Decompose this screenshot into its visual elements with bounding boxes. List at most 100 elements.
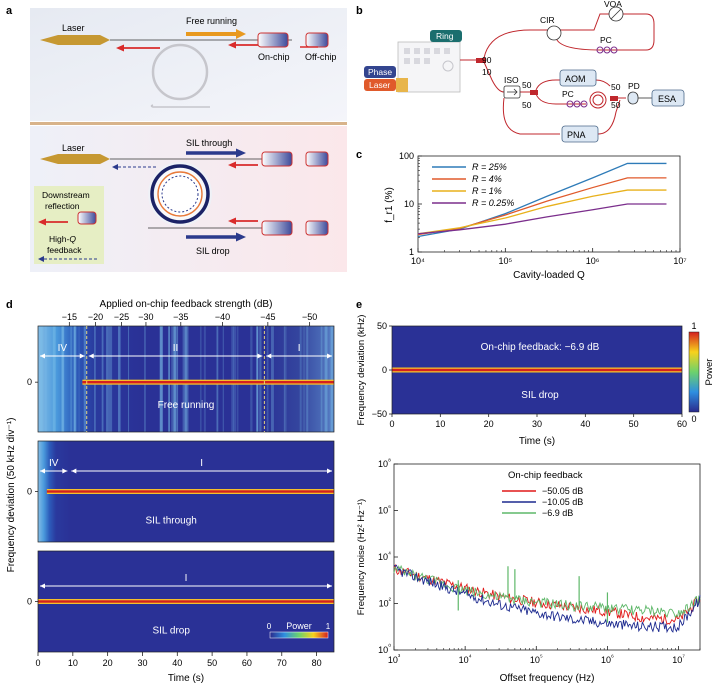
panel-label-d: d <box>6 299 13 311</box>
laser-label: Laser <box>62 23 85 33</box>
heatmap-speckle <box>160 326 163 432</box>
y-tick-label: 1 <box>409 247 414 257</box>
lock-line <box>38 600 334 603</box>
high-q-label-2: feedback <box>47 245 82 255</box>
chart-d: Applied on-chip feedback strength (dB) −1… <box>6 299 335 684</box>
region-arrow-right <box>327 583 332 589</box>
x-tick-label: 10 <box>435 419 445 429</box>
x-tick-label: 20 <box>484 419 494 429</box>
x-axis-label: Offset frequency (Hz) <box>500 673 595 684</box>
x-tick-label: 50 <box>629 419 639 429</box>
heatmap-speckle <box>93 326 96 432</box>
forward-arrow-head <box>236 29 246 39</box>
heatmap-speckle <box>256 326 259 432</box>
splitter-9010 <box>476 58 486 63</box>
esa-box <box>651 89 685 107</box>
x-axis-label: Time (s) <box>168 673 204 684</box>
heatmap-speckle <box>101 326 104 432</box>
backward-arrow-head <box>116 44 124 52</box>
heatmap-speckle <box>61 326 65 432</box>
y-tick-label: 0 <box>27 487 32 497</box>
splitter-5050-a <box>530 90 538 95</box>
x-tick-label: 10⁵ <box>530 654 543 665</box>
heatmap-speckle <box>259 326 262 432</box>
heatmap-speckle <box>306 326 309 432</box>
red-drop-arrow-head <box>228 217 236 225</box>
heatmap-speckle <box>127 326 130 432</box>
split-50-d: 50 <box>611 100 621 110</box>
heatmap-speckle <box>331 326 334 432</box>
fiber-coil-inner <box>592 94 604 106</box>
circulator-icon <box>546 25 562 41</box>
region-label: I <box>185 573 188 584</box>
top-tick-label: −40 <box>215 312 230 322</box>
top-tick-label: −20 <box>88 312 103 322</box>
heatmap-speckle <box>250 326 253 432</box>
free-running-label: Free running <box>186 16 237 26</box>
pna-label: PNA <box>567 130 586 140</box>
row-label-1: SIL through <box>146 516 197 527</box>
y-axis-label: f_r1 (%) <box>384 187 395 223</box>
laser-shape-bottom <box>40 154 110 164</box>
colorbar-min: 0 <box>691 414 696 424</box>
heatmap-speckle <box>107 326 110 432</box>
fiber-coil <box>589 91 607 109</box>
legend-reflector <box>77 211 97 225</box>
sil-drop-label: SIL drop <box>196 246 230 256</box>
heatmap-speckle <box>110 326 113 432</box>
high-q-label-1: High-Q <box>49 234 76 244</box>
microring <box>151 43 209 101</box>
y-tick-label: −50 <box>372 409 387 419</box>
heatmap-speckle <box>52 326 56 432</box>
heatmap-speckle <box>73 326 77 432</box>
colorbar-label: Power <box>286 621 312 631</box>
heatmap-speckle <box>324 326 328 432</box>
laser-shape <box>40 35 110 45</box>
heatmap-speckle <box>118 326 121 432</box>
backward-arrow-2-head <box>228 41 236 49</box>
split-90: 90 <box>482 55 492 65</box>
heatmap-speckle <box>83 326 87 432</box>
aom-box <box>559 69 597 87</box>
heatmap-speckle <box>329 326 332 432</box>
region-arrow-left <box>88 353 94 359</box>
panel-label-c: c <box>356 149 362 161</box>
x-tick-label: 80 <box>312 658 322 668</box>
heatmap-speckle <box>203 326 206 432</box>
chart-c: 10⁴ 10⁵ 10⁶ 10⁷ 1 10 100 R = 25% R = 4% R = 1% R =… <box>384 151 687 281</box>
region-arrow-right <box>79 353 85 359</box>
top-tick-label: −30 <box>138 312 153 322</box>
chip-pads <box>404 48 454 72</box>
colorbar <box>688 331 700 413</box>
heatmap-speckle <box>168 326 170 432</box>
heatmap-speckle <box>70 326 73 432</box>
feedback-annotation: On-chip feedback: −6.9 dB <box>481 342 600 353</box>
x-tick-label: 10 <box>68 658 78 668</box>
top-tick-label: −15 <box>62 312 77 322</box>
heatmap-speckle <box>233 326 237 432</box>
legend-dashed-arrow-head <box>38 256 44 262</box>
heatmap-speckle <box>283 326 287 432</box>
legend-label-0: −50.05 dB <box>542 486 583 496</box>
panel-label-b: b <box>356 5 363 17</box>
x-tick-label: 10⁶ <box>601 654 614 665</box>
x-tick-label: 30 <box>137 658 147 668</box>
heatmap-speckle <box>173 326 176 432</box>
colorbar-min: 0 <box>267 622 272 631</box>
series-line-0 <box>417 162 667 238</box>
heatmap-speckle <box>108 326 111 432</box>
region-arrow-right <box>327 468 332 474</box>
colorbar <box>269 631 329 639</box>
pd-label: PD <box>628 81 640 91</box>
y-tick-label: 0 <box>27 597 32 607</box>
heatmap-speckle <box>182 326 184 432</box>
drop-waveguide <box>150 104 210 108</box>
heatmap-speckle <box>222 326 224 432</box>
x-tick-label: 40 <box>172 658 182 668</box>
lock-line <box>392 368 682 372</box>
drop-reflector-off <box>305 220 329 236</box>
legend-label-2: −6.9 dB <box>542 508 573 518</box>
heatmap-speckle <box>303 326 305 432</box>
sil-through-arrow-head <box>236 148 246 158</box>
